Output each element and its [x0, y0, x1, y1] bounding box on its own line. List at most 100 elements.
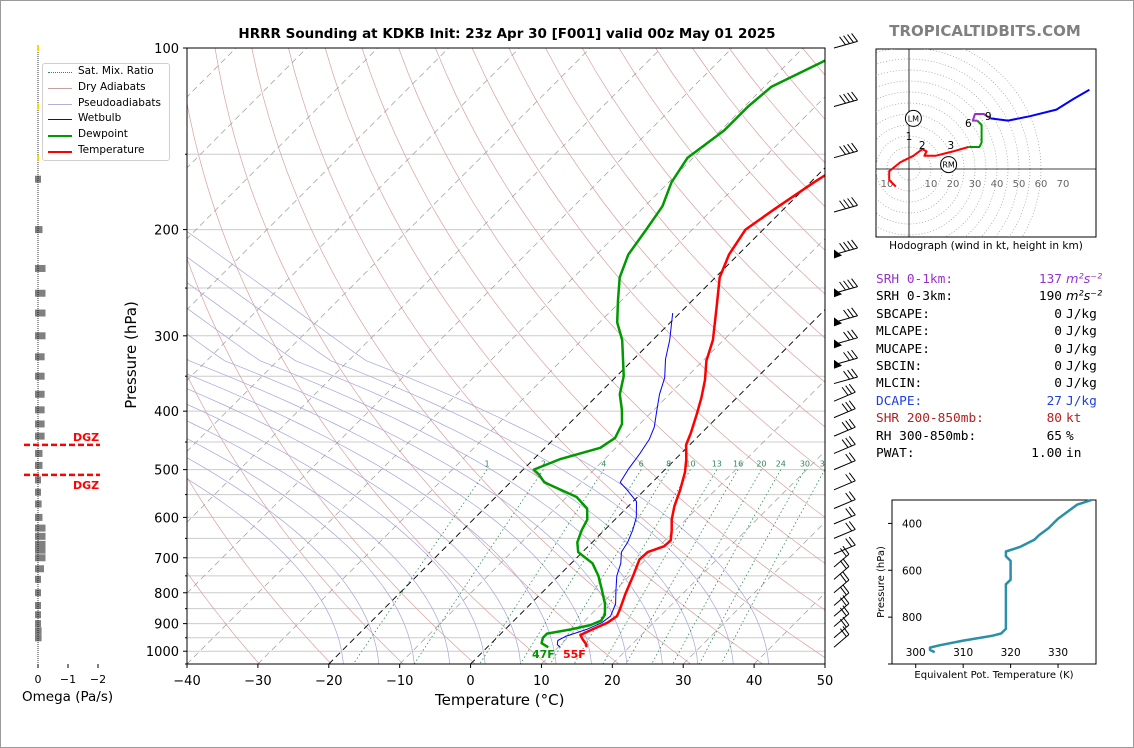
barb-feather [851, 91, 858, 101]
barb-feather [839, 36, 846, 46]
mixing-ratio-label: 30 [800, 460, 810, 469]
barb-feather [843, 370, 850, 380]
skewt-xlabel: Temperature (°C) [435, 691, 565, 709]
omega-bar [35, 332, 46, 340]
x-tick-label: 20 [604, 674, 621, 689]
stat-sbcin: SBCIN: 0 J/kg [876, 359, 1106, 376]
barb-feather [841, 403, 849, 413]
y-tick-label: 900 [154, 618, 179, 633]
mixing-ratio-line [352, 469, 488, 664]
pseudoadiabat-line [187, 373, 557, 664]
barb-feather [839, 607, 847, 617]
y-tick-label: 400 [154, 405, 179, 420]
pseudoadiabat-line [187, 307, 663, 664]
hodograph-ring-label: 10 [881, 179, 894, 190]
barb-feather [848, 491, 856, 500]
wind-barb [833, 472, 856, 491]
stat-label: SHR 200-850mb: [876, 411, 984, 427]
legend-swatch [48, 150, 72, 153]
stat-unit: m²s⁻² [1066, 272, 1103, 287]
legend-swatch [48, 87, 72, 89]
barb-staff [833, 150, 858, 159]
mixing-ratio-label: 2 [541, 460, 546, 469]
legend-entry-dry-adiabats: Dry Adiabats [43, 80, 169, 96]
wind-barb [833, 383, 856, 402]
mixing-ratio-line [573, 469, 691, 664]
omega-tick-label: 0 [35, 673, 42, 686]
dry-adiabat-line [361, 48, 825, 611]
barb-pennant [834, 288, 842, 298]
stat-value: 80 [1046, 411, 1062, 427]
omega-tick-label: −1 [60, 673, 76, 686]
y-tick-label: 600 [154, 511, 179, 526]
hodograph-ring-label: 60 [1035, 179, 1048, 190]
wind-barb [833, 521, 856, 539]
barb-feather [848, 418, 856, 428]
barb-feather [845, 453, 853, 463]
omega-bar [35, 540, 46, 548]
barb-staff [833, 40, 858, 49]
mixing-ratio-label: 20 [756, 460, 766, 469]
barb-feather [845, 508, 853, 517]
barb-feather [839, 200, 846, 210]
wind-barb [833, 626, 850, 648]
stat-label: MUCAPE: [876, 341, 930, 357]
barb-feather [847, 198, 854, 207]
barb-feather [848, 383, 856, 393]
dry-adiabat-line [187, 374, 404, 664]
omega-bar [35, 634, 42, 642]
isotherm-line [187, 48, 733, 594]
wind-barb [833, 436, 856, 454]
barb-feather [841, 421, 849, 431]
barb-feather [842, 616, 850, 626]
wind-barb [833, 307, 858, 327]
barb-feather [847, 279, 854, 289]
legend-label: Temperature [78, 143, 145, 156]
barb-pennant [834, 339, 842, 349]
barb-pennant [834, 317, 842, 327]
wind-barb [833, 558, 850, 580]
surface-dewpoint-label: 47F [532, 648, 555, 661]
legend-entry-pseudoadiabats: Pseudoadiabats [43, 96, 169, 112]
pseudoadiabat-line [187, 403, 486, 664]
pseudoadiabat-line [187, 438, 415, 664]
legend-swatch [48, 72, 72, 73]
hodograph-rings: 10 10 20 30 40 50 60 70 12 36 9 LM RM [876, 49, 1096, 237]
barb-feather [839, 243, 846, 252]
y-tick-label: 1000 [146, 645, 179, 660]
omega-bar [35, 289, 46, 297]
storm-motion-label: LM [908, 114, 919, 123]
stat-unit: J/kg [1066, 306, 1097, 322]
stat-label: MLCAPE: [876, 324, 930, 340]
omega-bar [35, 546, 46, 554]
omega-bar [35, 500, 42, 508]
barb-feather [842, 605, 850, 615]
omega-marker [37, 45, 39, 51]
isotherm-line [187, 48, 520, 381]
storm-motion-marker [940, 156, 958, 174]
hodograph-height-label: 6 [965, 118, 972, 130]
barb-feather [848, 400, 856, 409]
isotherm-line [187, 48, 308, 169]
mixing-ratio-line [651, 469, 762, 664]
hodograph-ring-label: 10 [925, 179, 938, 190]
barb-feather [848, 436, 856, 445]
stat-value: 190 [1038, 289, 1062, 305]
mixing-ratio-label: 16 [733, 460, 743, 469]
stat-unit: J/kg [1066, 376, 1097, 392]
wind-barb [833, 452, 856, 471]
wetbulb-trace [556, 312, 674, 648]
dry-adiabat-line [545, 48, 825, 383]
dry-adiabat-line [251, 48, 691, 664]
dry-adiabat-line [398, 48, 825, 564]
pseudoadiabat-line [187, 358, 592, 664]
dry-adiabat-line [187, 101, 548, 664]
x-tick-label: 0 [466, 674, 474, 689]
dry-adiabat-line [435, 48, 825, 518]
stat-rh-300-850mb: RH 300-850mb: 65 % [876, 429, 1106, 446]
hodograph-ring-label: 70 [1057, 179, 1070, 190]
theta-e-x-tick-label: 300 [906, 647, 926, 659]
skewt-legend: Sat. Mix. Ratio Dry Adiabats Pseudoadiab… [42, 63, 170, 161]
mixing-ratio-label: 8 [666, 460, 671, 469]
stat-value: 0 [1054, 324, 1062, 340]
